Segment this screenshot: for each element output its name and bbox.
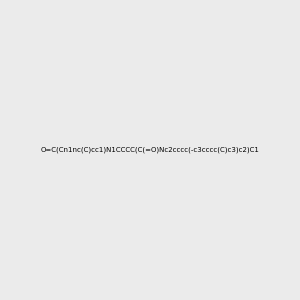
Text: O=C(Cn1nc(C)cc1)N1CCCC(C(=O)Nc2cccc(-c3cccc(C)c3)c2)C1: O=C(Cn1nc(C)cc1)N1CCCC(C(=O)Nc2cccc(-c3c…: [40, 147, 260, 153]
